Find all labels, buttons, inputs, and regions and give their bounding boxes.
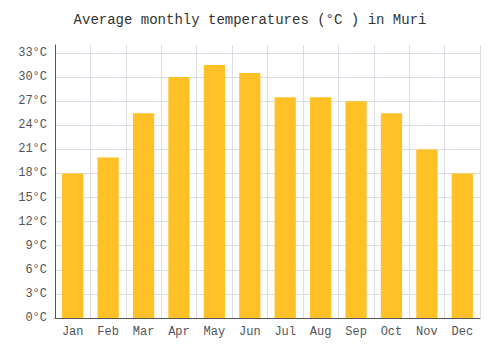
svg-text:Aug: Aug	[310, 325, 332, 339]
svg-text:Apr: Apr	[168, 325, 190, 339]
svg-text:30°C: 30°C	[18, 70, 47, 84]
svg-text:Feb: Feb	[97, 325, 119, 339]
svg-text:6°C: 6°C	[25, 263, 47, 277]
svg-text:0°C: 0°C	[25, 311, 47, 325]
svg-text:Mar: Mar	[133, 325, 155, 339]
svg-text:Oct: Oct	[381, 325, 403, 339]
svg-text:24°C: 24°C	[18, 118, 47, 132]
svg-text:Jul: Jul	[274, 325, 296, 339]
svg-text:33°C: 33°C	[18, 46, 47, 60]
svg-text:Sep: Sep	[345, 325, 367, 339]
svg-text:27°C: 27°C	[18, 94, 47, 108]
svg-text:12°C: 12°C	[18, 215, 47, 229]
svg-text:18°C: 18°C	[18, 166, 47, 180]
svg-text:Jun: Jun	[239, 325, 261, 339]
svg-text:21°C: 21°C	[18, 142, 47, 156]
svg-text:3°C: 3°C	[25, 287, 47, 301]
svg-text:Dec: Dec	[451, 325, 473, 339]
svg-text:Nov: Nov	[416, 325, 438, 339]
svg-text:Average monthly temperatures (: Average monthly temperatures (°C ) in Mu…	[74, 12, 427, 28]
svg-text:15°C: 15°C	[18, 191, 47, 205]
svg-text:9°C: 9°C	[25, 239, 47, 253]
svg-text:Jan: Jan	[62, 325, 84, 339]
svg-text:May: May	[204, 325, 226, 339]
